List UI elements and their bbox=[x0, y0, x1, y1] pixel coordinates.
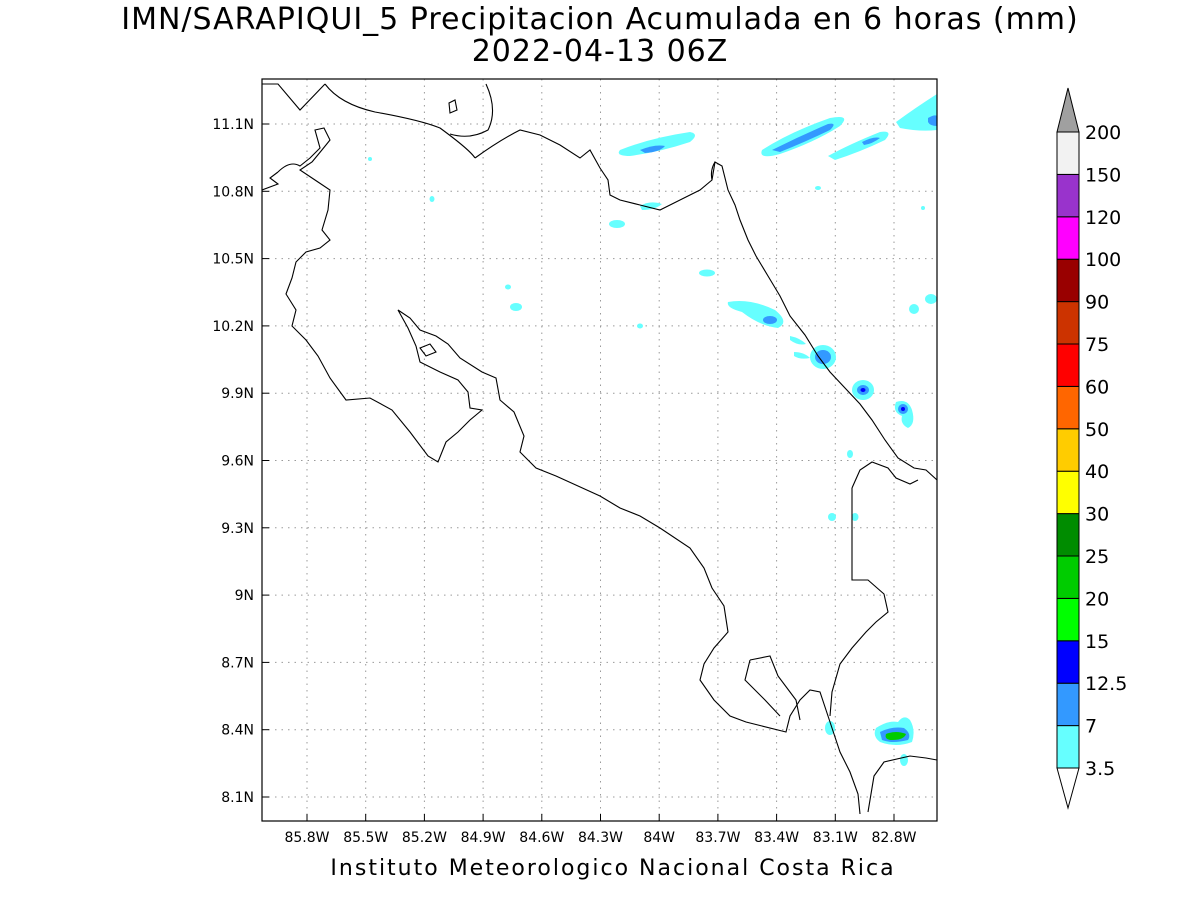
grid-lines bbox=[262, 79, 937, 821]
colorbar-label: 200 bbox=[1085, 122, 1121, 144]
x-tick-label: 84.9W bbox=[461, 830, 506, 846]
precip-cell bbox=[790, 336, 836, 369]
precip-cell bbox=[429, 196, 435, 202]
precip-cell bbox=[921, 206, 925, 210]
colorbar-label: 40 bbox=[1085, 461, 1109, 483]
y-tick-label: 9.9N bbox=[221, 386, 254, 402]
precip-cell bbox=[896, 94, 937, 131]
colorbar-label: 50 bbox=[1085, 419, 1109, 441]
x-tick-label: 83.1W bbox=[813, 830, 858, 846]
x-tick-label: 82.8W bbox=[871, 830, 916, 846]
precip-cell bbox=[609, 220, 625, 228]
y-tick-label: 10.2N bbox=[212, 319, 254, 335]
y-tick-label: 8.1N bbox=[221, 790, 254, 806]
map-title-date: 2022-04-13 06Z bbox=[471, 34, 729, 69]
precipitation-cells bbox=[368, 94, 937, 766]
colorbar-segment bbox=[1056, 682, 1080, 727]
y-tick-label: 10.8N bbox=[212, 184, 254, 200]
colorbar-label: 90 bbox=[1085, 292, 1109, 314]
precip-cell bbox=[852, 380, 874, 400]
coastline bbox=[262, 83, 937, 815]
precip-cell bbox=[761, 117, 845, 157]
precip-cell bbox=[699, 269, 715, 277]
colorbar-label: 120 bbox=[1085, 207, 1121, 229]
precip-cell bbox=[727, 301, 784, 328]
precip-cell bbox=[828, 131, 889, 160]
precip-cell bbox=[505, 284, 511, 290]
colorbar-segment bbox=[1056, 131, 1080, 175]
colorbar-segment bbox=[1056, 555, 1080, 599]
y-tick-label: 8.7N bbox=[221, 655, 254, 671]
x-tick-label: 83.4W bbox=[754, 830, 799, 846]
precip-cell bbox=[618, 132, 695, 156]
colorbar-segment bbox=[1056, 597, 1080, 642]
precip-cell bbox=[640, 202, 662, 210]
colorbar-segment bbox=[1056, 513, 1080, 557]
map-frame bbox=[261, 78, 938, 822]
precip-cell bbox=[851, 513, 859, 521]
precip-cell bbox=[815, 186, 821, 190]
colorbar-segment bbox=[1056, 216, 1080, 260]
colorbar-segment bbox=[1056, 428, 1080, 472]
colorbar-segment bbox=[1056, 470, 1080, 515]
precip-cell bbox=[925, 294, 937, 304]
map-title-line1: IMN/SARAPIQUI_5 Precipitacion Acumulada … bbox=[121, 2, 1079, 37]
map-title: IMN/SARAPIQUI_5 Precipitacion Acumulada … bbox=[0, 4, 1200, 68]
colorbar-label: 12.5 bbox=[1085, 673, 1127, 695]
colorbar-label: 25 bbox=[1085, 546, 1109, 568]
colorbar-label: 75 bbox=[1085, 334, 1109, 356]
precip-cell bbox=[909, 304, 919, 314]
x-tick-label: 85.2W bbox=[402, 830, 447, 846]
x-tick-label: 83.7W bbox=[695, 830, 740, 846]
precip-cell bbox=[874, 717, 914, 766]
precip-cell bbox=[368, 157, 372, 161]
colorbar-segment bbox=[1056, 640, 1080, 684]
colorbar-segment bbox=[1056, 173, 1080, 218]
colorbar-label: 60 bbox=[1085, 376, 1109, 398]
colorbar-label: 30 bbox=[1085, 504, 1109, 526]
x-tick-label: 84W bbox=[643, 830, 675, 846]
precip-cell bbox=[894, 401, 914, 428]
y-tick-label: 11.1N bbox=[212, 117, 254, 133]
y-tick-label: 8.4N bbox=[221, 723, 254, 739]
colorbar-segment bbox=[1056, 725, 1080, 769]
y-tick-label: 9N bbox=[235, 588, 254, 604]
y-tick-label: 10.5N bbox=[212, 252, 254, 268]
colorbar: 3.5 7 12.5 15 20 25 30 40 50 60 75 90 100 120 150 200 bbox=[1056, 87, 1127, 810]
colorbar-label: 20 bbox=[1085, 588, 1109, 610]
precip-cell bbox=[847, 450, 853, 458]
x-tick-label: 84.6W bbox=[519, 830, 564, 846]
colorbar-segment bbox=[1056, 258, 1080, 303]
x-tick-label: 84.3W bbox=[578, 830, 623, 846]
colorbar-segment bbox=[1056, 343, 1080, 387]
precip-cell bbox=[510, 303, 522, 311]
colorbar-min-arrow bbox=[1056, 767, 1080, 810]
colorbar-label: 100 bbox=[1085, 249, 1121, 271]
y-tick-label: 9.6N bbox=[221, 454, 254, 470]
colorbar-segment bbox=[1056, 301, 1080, 345]
colorbar-max-arrow bbox=[1056, 87, 1080, 133]
precip-cell bbox=[825, 721, 835, 735]
precip-cell bbox=[828, 513, 836, 521]
precip-cell bbox=[637, 323, 643, 329]
x-tick-label: 85.8W bbox=[284, 830, 329, 846]
colorbar-label: 15 bbox=[1085, 631, 1109, 653]
x-axis-ticks: 85.8W 85.5W 85.2W 84.9W 84.6W 84.3W 84W 83.7W 83… bbox=[284, 814, 917, 846]
x-tick-label: 85.5W bbox=[343, 830, 388, 846]
colorbar-label: 7 bbox=[1085, 716, 1097, 738]
colorbar-segment bbox=[1056, 385, 1080, 430]
colorbar-label: 3.5 bbox=[1085, 758, 1115, 780]
colorbar-label: 150 bbox=[1085, 164, 1121, 186]
y-axis-ticks: 11.1N 10.8N 10.5N 10.2N 9.9N 9.6N 9.3N 9N 8.7N 8.… bbox=[212, 117, 269, 806]
footer-credit: Instituto Meteorologico Nacional Costa R… bbox=[330, 856, 896, 881]
y-tick-label: 9.3N bbox=[221, 521, 254, 537]
